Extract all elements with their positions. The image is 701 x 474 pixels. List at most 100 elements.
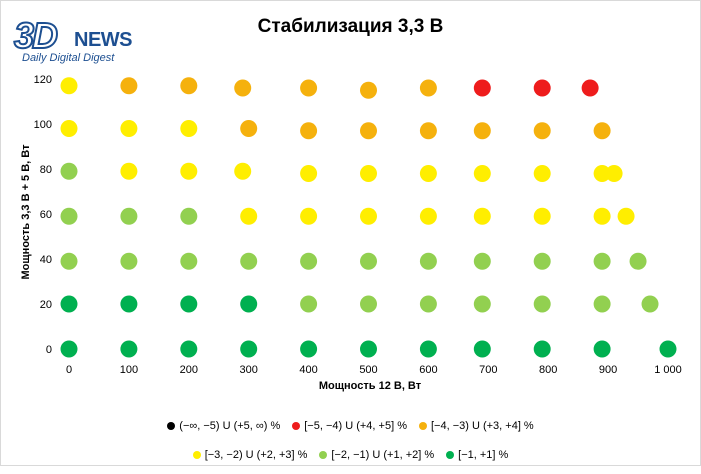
data-point — [593, 207, 611, 225]
legend-label: (−∞, −5) U (+5, ∞) % — [179, 420, 281, 432]
data-point — [240, 252, 258, 270]
x-tick-label: 800 — [539, 364, 557, 376]
data-point — [473, 340, 491, 358]
x-tick-label: 400 — [299, 364, 317, 376]
data-point — [234, 79, 252, 97]
x-tick-label: 0 — [66, 364, 72, 376]
legend-item: [−1, +1] % — [446, 449, 508, 461]
legend-swatch — [446, 451, 455, 459]
data-point — [473, 122, 491, 140]
legend-item: (−∞, −5) U (+5, ∞) % — [167, 420, 280, 432]
legend-label: [−4, −3) U (+3, +4] % — [430, 420, 534, 432]
data-point — [240, 295, 258, 313]
data-point — [473, 252, 491, 270]
data-point — [360, 295, 377, 313]
legend-item: [−4, −3) U (+3, +4] % — [418, 420, 534, 432]
data-point — [60, 340, 78, 358]
data-point — [120, 77, 138, 95]
y-tick-label: 120 — [34, 74, 52, 86]
x-axis-label: Мощность 12 В, Вт — [318, 380, 422, 392]
data-point — [120, 162, 138, 180]
data-point — [300, 79, 318, 97]
data-point — [60, 207, 78, 225]
data-point — [360, 207, 377, 225]
data-point — [300, 252, 318, 270]
data-point — [593, 122, 611, 140]
data-point — [581, 79, 599, 97]
data-point — [360, 122, 377, 140]
legend-swatch — [418, 422, 427, 430]
legend-label: [−2, −1) U (+1, +2] % — [331, 449, 435, 461]
data-point — [180, 207, 198, 225]
data-point — [240, 207, 258, 225]
legend-row: [−3, −2) U (+2, +3] % [−2, −1) U (+1, +2]… — [0, 445, 701, 465]
logo-word: NEWS — [74, 29, 133, 51]
data-point — [180, 252, 198, 270]
logo-mark: 3D — [13, 15, 59, 56]
data-points — [60, 77, 677, 358]
x-tick-label: 900 — [599, 364, 617, 376]
data-point — [300, 340, 318, 358]
data-point — [419, 165, 437, 182]
data-point — [120, 120, 138, 137]
data-point — [240, 340, 258, 358]
legend-swatch — [192, 451, 201, 459]
legend-label: [−5, −4) U (+4, +5] % — [304, 420, 407, 432]
x-tick-label: 200 — [180, 364, 198, 376]
y-tick-label: 60 — [40, 209, 52, 221]
data-point — [419, 340, 437, 358]
data-point — [593, 340, 611, 358]
data-point — [120, 252, 138, 270]
data-point — [360, 340, 377, 358]
chart-title: Стабилизация 3,3 В — [257, 16, 444, 37]
data-point — [60, 162, 78, 180]
data-point — [629, 252, 647, 270]
legend-swatch — [292, 422, 301, 430]
x-tick-label: 700 — [479, 364, 497, 376]
data-point — [533, 252, 551, 270]
data-point — [533, 79, 551, 97]
legend-label: [−1, +1] % — [458, 449, 509, 461]
data-point — [300, 295, 318, 313]
data-point — [300, 122, 318, 140]
legend-swatch — [319, 451, 328, 459]
data-point — [60, 120, 78, 137]
data-point — [659, 340, 677, 358]
legend-label: [−3, −2) U (+2, +3] % — [204, 449, 308, 461]
y-tick-label: 80 — [40, 164, 52, 176]
data-point — [120, 340, 138, 358]
axes: 0 100 200 300 400 500 600 700 800 900 1 000 0 20 40 60… — [34, 74, 682, 376]
data-point — [360, 252, 377, 270]
y-tick-label: 100 — [34, 119, 52, 131]
data-point — [617, 207, 635, 225]
y-tick-label: 20 — [40, 299, 52, 311]
data-point — [240, 120, 258, 137]
data-point — [300, 165, 318, 182]
data-point — [60, 77, 78, 95]
data-point — [473, 165, 491, 182]
x-tick-label: 300 — [240, 364, 258, 376]
data-point — [60, 252, 78, 270]
data-point — [360, 165, 377, 182]
data-point — [180, 120, 198, 137]
data-point — [234, 162, 252, 180]
data-point — [360, 81, 377, 99]
data-point — [533, 207, 551, 225]
data-point — [120, 295, 138, 313]
data-point — [533, 340, 551, 358]
data-point — [473, 79, 491, 97]
y-tick-label: 40 — [40, 254, 52, 266]
data-point — [533, 122, 551, 140]
data-point — [533, 165, 551, 182]
data-point — [473, 207, 491, 225]
data-point — [180, 77, 198, 95]
legend-swatch — [167, 422, 176, 430]
x-tick-label: 600 — [419, 364, 437, 376]
data-point — [60, 295, 78, 313]
legend-item: [−3, −2) U (+2, +3] % — [192, 449, 308, 461]
x-tick-label: 100 — [120, 364, 138, 376]
data-point — [533, 295, 551, 313]
data-point — [180, 295, 198, 313]
